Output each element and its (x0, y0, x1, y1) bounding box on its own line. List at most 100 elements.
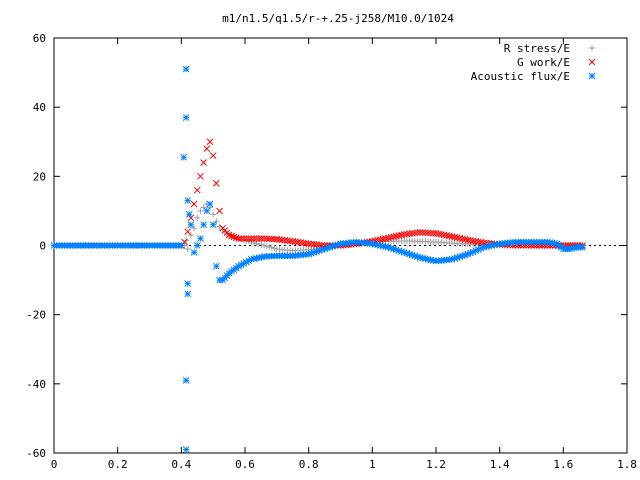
data-point (184, 245, 191, 252)
data-point (435, 230, 443, 238)
data-point (427, 229, 435, 237)
data-point (248, 235, 255, 242)
data-point (203, 207, 211, 215)
data-point (237, 235, 245, 242)
data-point (424, 229, 432, 237)
data-point (416, 254, 424, 261)
data-point (467, 237, 474, 244)
data-point (184, 290, 192, 298)
data-point (213, 218, 220, 225)
data-point (212, 179, 220, 187)
data-point (440, 231, 448, 239)
data-point (203, 145, 211, 153)
data-point (185, 211, 193, 218)
data-point (263, 235, 271, 243)
data-point (248, 239, 255, 246)
data-point (379, 235, 387, 243)
legend-marker (589, 45, 595, 51)
data-point (230, 233, 238, 241)
data-point (209, 152, 217, 159)
data-point (448, 233, 456, 240)
data-point (212, 262, 220, 270)
data-point (209, 221, 217, 229)
data-point (390, 233, 397, 241)
data-point (193, 242, 201, 249)
data-point (184, 197, 192, 204)
data-point (180, 153, 188, 161)
data-point (310, 240, 318, 248)
data-point (286, 237, 294, 245)
x-tick-label: 0.2 (108, 458, 128, 471)
data-point (384, 234, 392, 242)
data-point (419, 229, 427, 236)
data-point (182, 377, 190, 384)
data-point (376, 236, 384, 243)
data-point (464, 236, 472, 244)
data-point (432, 230, 440, 237)
x-tick-label: 0 (51, 458, 58, 471)
data-point (315, 241, 323, 249)
data-point (206, 138, 214, 146)
data-point (475, 238, 482, 246)
data-point (461, 236, 469, 243)
data-point (194, 214, 201, 221)
data-point (270, 235, 278, 243)
data-point (190, 200, 198, 208)
data-point (197, 235, 204, 242)
data-point (182, 65, 190, 73)
data-point (190, 249, 198, 256)
data-point (374, 241, 381, 249)
x-tick-label: 1.2 (426, 458, 446, 471)
data-point (268, 244, 275, 251)
legend-label: G work/E (517, 56, 570, 69)
data-point (235, 235, 242, 242)
data-point (292, 238, 299, 246)
y-tick-label: 0 (39, 240, 46, 253)
data-point (187, 221, 195, 229)
y-tick-label: 20 (33, 170, 46, 183)
data-point (472, 247, 480, 255)
data-point (206, 200, 214, 208)
data-point (374, 236, 381, 244)
data-point (210, 211, 217, 218)
data-point (182, 114, 190, 121)
x-tick-label: 0.6 (235, 458, 255, 471)
data-point (387, 233, 395, 241)
data-point (297, 239, 305, 246)
data-point (197, 207, 204, 214)
data-point (382, 235, 389, 242)
y-tick-label: -60 (26, 447, 46, 460)
x-tick-label: 0.4 (171, 458, 191, 471)
data-point (260, 235, 268, 242)
series-2 (177, 138, 586, 249)
data-point (261, 242, 268, 249)
data-point (250, 235, 258, 242)
data-point (305, 240, 313, 248)
data-point (197, 172, 204, 180)
data-point (429, 257, 437, 264)
data-point (456, 234, 464, 242)
data-point (268, 235, 276, 243)
data-point (263, 243, 270, 250)
data-point (242, 235, 250, 242)
data-point (477, 238, 485, 246)
data-point (422, 229, 429, 237)
data-point (416, 229, 424, 236)
data-point (216, 207, 223, 215)
data-point (258, 241, 265, 248)
x-tick-label: 0.8 (299, 458, 319, 471)
data-point (300, 239, 307, 247)
y-tick-label: 40 (33, 101, 46, 114)
data-point (245, 235, 253, 242)
data-point (437, 231, 445, 238)
data-point (191, 225, 198, 232)
data-point (392, 232, 400, 240)
data-point (469, 237, 477, 245)
legend-label: Acoustic flux/E (471, 70, 570, 83)
data-point (453, 234, 461, 242)
data-point (258, 235, 265, 242)
data-point (256, 241, 263, 248)
data-point (182, 446, 190, 453)
data-point (193, 186, 201, 194)
